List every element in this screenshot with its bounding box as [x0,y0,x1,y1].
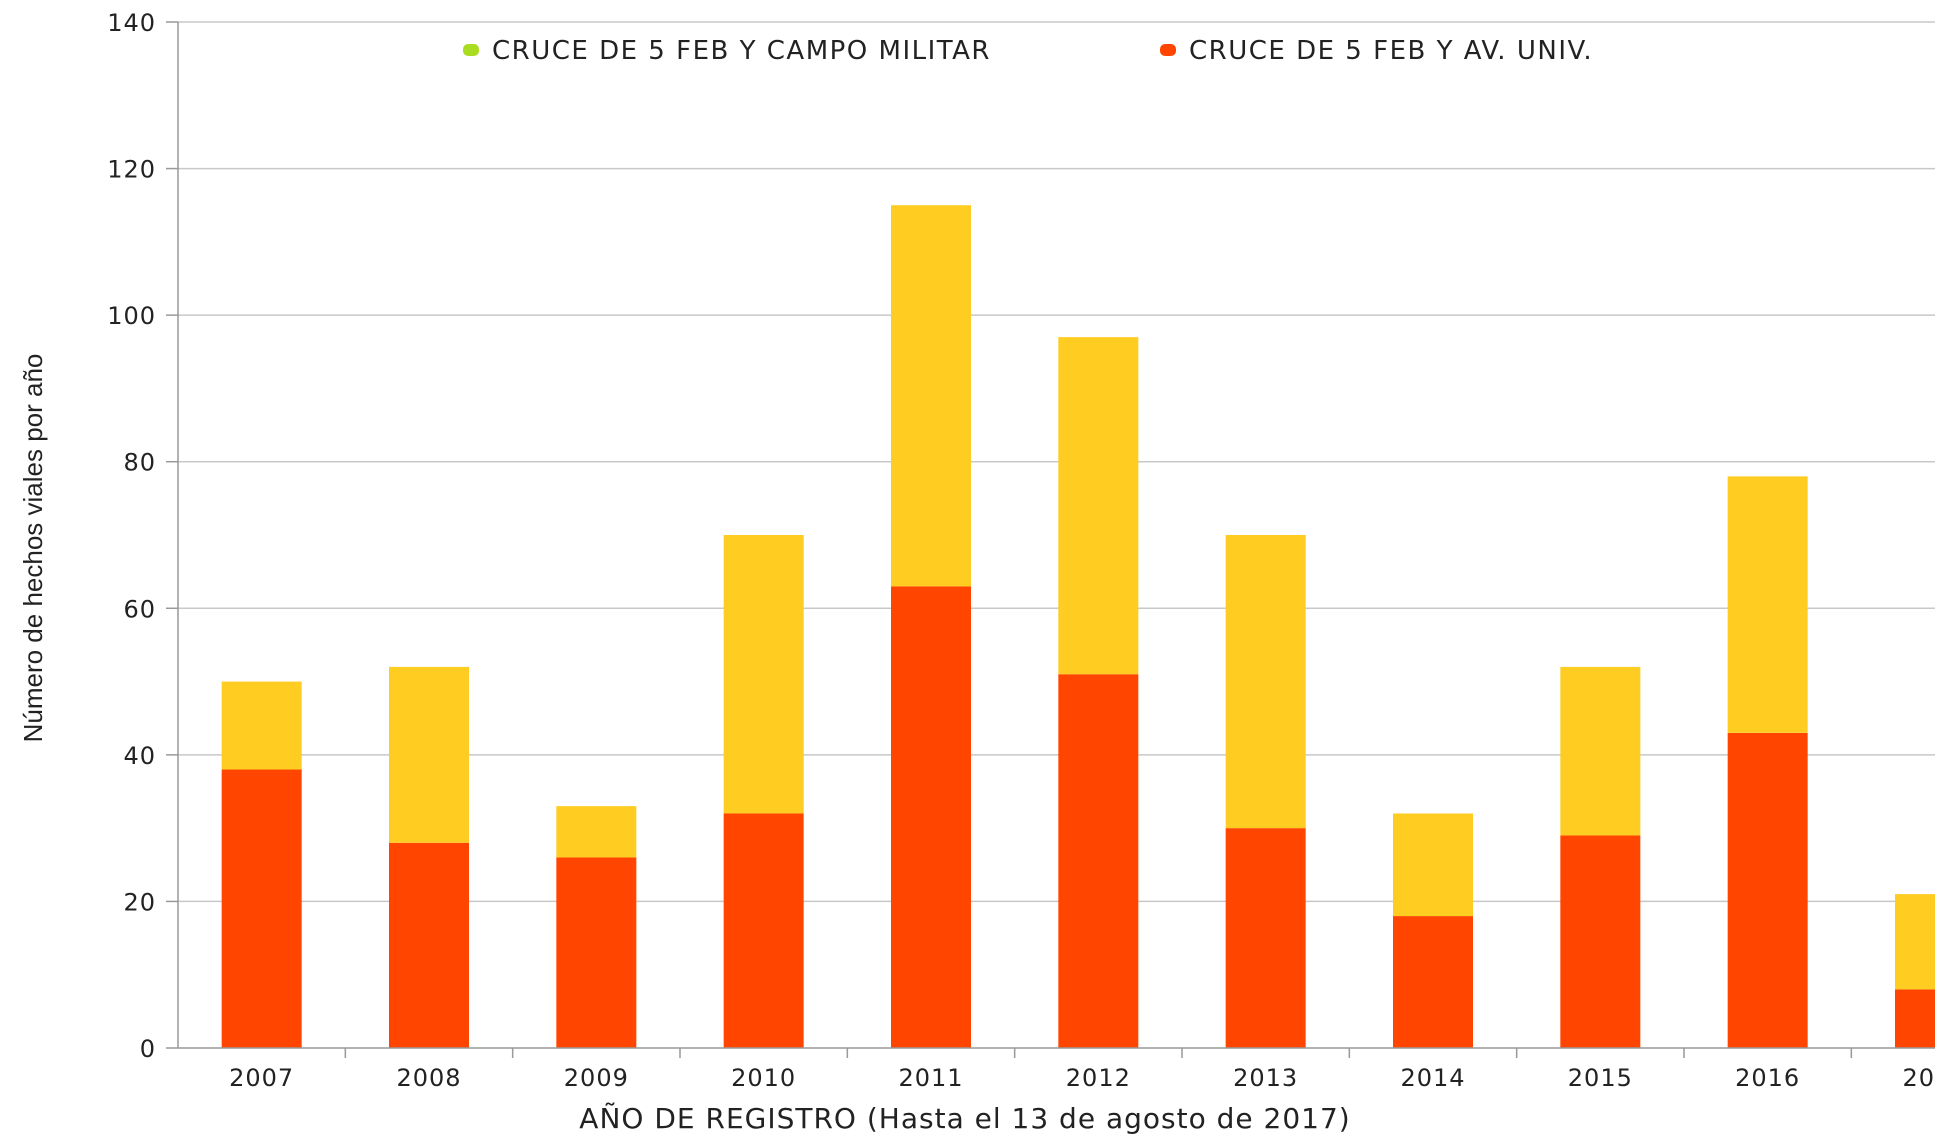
y-tick-label: 40 [123,742,156,770]
y-tick-label: 120 [107,156,156,184]
bar-2011-campo-militar [891,205,971,587]
y-axis-title: Número de hechos viales por año [18,354,48,743]
bar-2017-av-univ [1895,989,1935,1048]
x-tick-label: 2013 [1233,1064,1298,1092]
bar-2017-campo-militar [1895,894,1935,990]
x-tick-label: 2015 [1568,1064,1633,1092]
x-tick-label: 2014 [1400,1064,1465,1092]
bar-2010-av-univ [723,813,804,1048]
bar-2011-av-univ [891,586,971,1048]
bar-2012-campo-militar [1058,337,1139,675]
x-tick-label: 2009 [564,1064,629,1092]
x-tick-labels: 2007 2008 2009 2010 2011 2012 2013 2014 2015 2016… [229,1064,1935,1092]
bar-2009-campo-militar [556,806,637,858]
x-tick-label: 2011 [898,1064,963,1092]
bar-2009-av-univ [556,857,637,1048]
bars [221,205,1935,1048]
x-tick-label: 2016 [1735,1064,1800,1092]
bar-2015-campo-militar [1560,666,1641,836]
legend-marker-av-univ [1160,44,1176,56]
y-tick-label: 140 [107,9,156,37]
bar-2010-campo-militar [723,535,804,814]
bar-2014-av-univ [1393,916,1473,1048]
bar-2015-av-univ [1560,835,1641,1048]
x-tick-label: 2008 [396,1064,461,1092]
y-tick-label: 100 [107,302,156,330]
bar-2016-campo-militar [1727,476,1808,733]
bar-2014-campo-militar [1393,813,1473,917]
bar-2007-campo-militar [221,681,302,770]
x-tick-label: 2010 [731,1064,796,1092]
bar-2008-campo-militar [389,666,469,843]
bar-2013-av-univ [1225,828,1306,1048]
bar-2013-campo-militar [1225,535,1306,829]
x-axis-title: AÑO DE REGISTRO (Hasta el 13 de agosto d… [579,1102,1350,1135]
legend-marker-campo-militar [463,44,479,56]
legend: CRUCE DE 5 FEB Y CAMPO MILITAR CRUCE DE … [463,36,1593,66]
y-tick-label: 20 [123,888,156,916]
bar-2012-av-univ [1058,674,1139,1048]
bar-2007-av-univ [221,769,302,1048]
y-tick-labels: 0 20 40 60 80 100 120 140 [107,9,156,1063]
x-tick-label: 2007 [229,1064,294,1092]
axes [166,21,1935,1058]
gridlines [178,21,1935,903]
y-tick-label: 60 [123,595,156,623]
bar-2016-av-univ [1727,732,1808,1048]
legend-label-campo-militar: CRUCE DE 5 FEB Y CAMPO MILITAR [492,36,991,66]
x-tick-label: 2012 [1066,1064,1131,1092]
legend-label-av-univ: CRUCE DE 5 FEB Y AV. UNIV. [1189,36,1593,66]
x-tick-label: 2017 [1902,1064,1935,1092]
bar-2008-av-univ [389,842,469,1048]
y-tick-label: 0 [140,1035,156,1063]
y-tick-label: 80 [123,449,156,477]
